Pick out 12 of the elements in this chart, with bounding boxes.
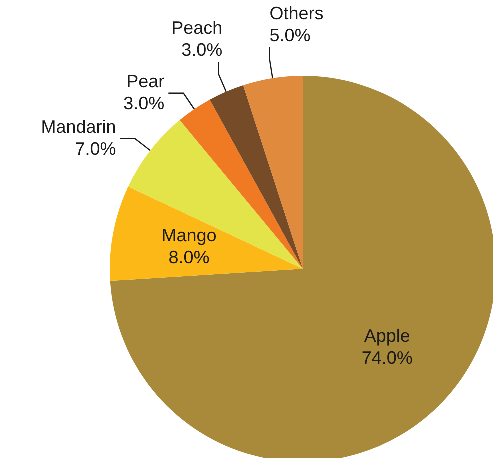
slice-label: Mandarin — [41, 116, 116, 137]
data-label: 7.0% — [75, 138, 116, 159]
data-label: 5.0% — [270, 25, 311, 46]
slice-label: Mango — [162, 225, 217, 246]
slice-label: Apple — [364, 326, 410, 346]
data-label: 8.0% — [168, 247, 210, 268]
data-label: 3.0% — [182, 40, 223, 60]
data-label: 74.0% — [362, 348, 413, 368]
slice-label: Pear — [126, 71, 165, 92]
slice-label: Peach — [172, 18, 223, 38]
slice-label: Others — [270, 3, 324, 24]
data-label: 3.0% — [124, 93, 165, 114]
